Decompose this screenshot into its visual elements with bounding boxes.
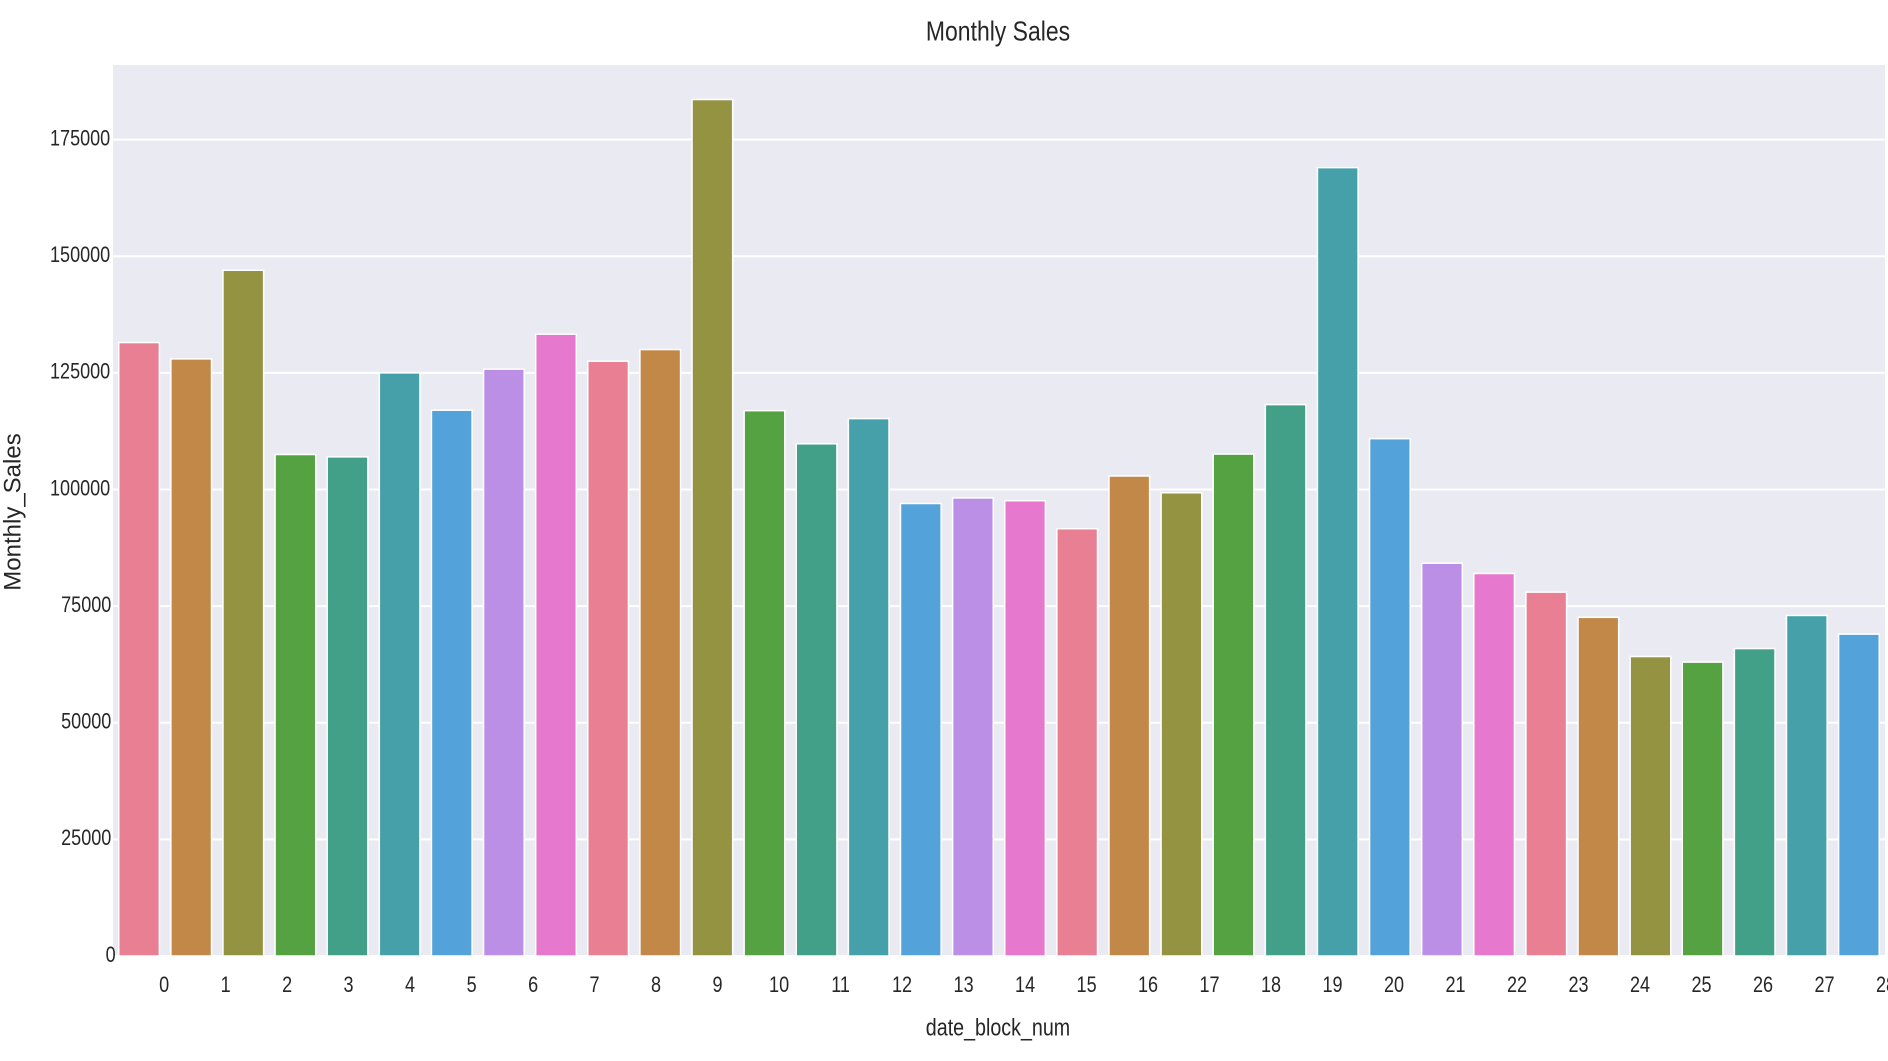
x-tick-label: 7 bbox=[590, 973, 600, 997]
bar-13 bbox=[795, 443, 838, 957]
y-tick-label: 125000 bbox=[50, 360, 110, 384]
x-tick-label: 15 bbox=[1077, 973, 1097, 997]
y-tick-label: 150000 bbox=[50, 243, 110, 267]
bar-32 bbox=[1785, 614, 1828, 957]
bar-0 bbox=[117, 341, 161, 957]
bar-10 bbox=[639, 348, 682, 957]
y-tick-labels: 0 25000 50000 75000 100000 125000 150000 175000 bbox=[50, 127, 116, 967]
x-tick-label: 23 bbox=[1569, 973, 1589, 997]
bar-18 bbox=[1056, 527, 1099, 957]
bar-33 bbox=[1837, 633, 1881, 957]
bar-30 bbox=[1681, 661, 1724, 957]
bar-7 bbox=[482, 368, 525, 957]
bar-9 bbox=[587, 360, 630, 957]
y-tick-label: 0 bbox=[106, 943, 116, 967]
y-tick-label: 50000 bbox=[61, 710, 111, 734]
bar-4 bbox=[326, 456, 369, 957]
bar-6 bbox=[430, 409, 473, 957]
x-tick-label: 17 bbox=[1200, 973, 1220, 997]
bar-23 bbox=[1316, 166, 1359, 957]
x-tick-label: 11 bbox=[831, 973, 850, 997]
chart-title: Monthly Sales bbox=[926, 16, 1070, 47]
x-tick-label: 27 bbox=[1815, 973, 1835, 997]
bar-16 bbox=[951, 497, 995, 957]
bar-31 bbox=[1733, 647, 1776, 957]
bar-28 bbox=[1577, 616, 1620, 957]
x-tick-label: 20 bbox=[1384, 973, 1404, 997]
x-tick-label: 10 bbox=[769, 973, 789, 997]
bar-8 bbox=[534, 333, 578, 957]
bar-1 bbox=[170, 358, 213, 957]
y-tick-label: 100000 bbox=[50, 477, 110, 501]
bar-17 bbox=[1003, 499, 1047, 957]
bar-2 bbox=[222, 269, 265, 957]
bar-12 bbox=[743, 409, 786, 957]
bar-25 bbox=[1420, 562, 1464, 957]
x-tick-label: 12 bbox=[892, 973, 912, 997]
x-tick-label: 1 bbox=[221, 973, 231, 997]
x-tick-label: 26 bbox=[1753, 973, 1773, 997]
bar-14 bbox=[847, 417, 890, 957]
x-tick-label: 13 bbox=[954, 973, 974, 997]
y-tick-label: 25000 bbox=[61, 827, 111, 851]
x-tick-label: 8 bbox=[651, 973, 661, 997]
x-tick-labels: 0 1 2 3 4 5 6 7 8 9 10 11 12 13 14 15 16 17 18 19 20 21 22 23 24… bbox=[159, 973, 1888, 997]
bar-5 bbox=[378, 372, 421, 957]
bar-22 bbox=[1264, 403, 1307, 957]
x-tick-label: 0 bbox=[159, 973, 169, 997]
bar-26 bbox=[1473, 572, 1516, 957]
x-tick-label: 5 bbox=[467, 973, 477, 997]
y-tick-label: 75000 bbox=[61, 593, 111, 617]
bar-29 bbox=[1629, 655, 1672, 957]
x-tick-label: 2 bbox=[282, 973, 292, 997]
x-axis-label: date_block_num bbox=[926, 1013, 1070, 1040]
bar-24 bbox=[1368, 437, 1411, 957]
bar-3 bbox=[274, 453, 317, 957]
x-tick-label: 25 bbox=[1692, 973, 1712, 997]
x-tick-label: 19 bbox=[1323, 973, 1343, 997]
x-tick-label: 3 bbox=[344, 973, 354, 997]
x-tick-label: 18 bbox=[1261, 973, 1281, 997]
bar-15 bbox=[899, 502, 942, 957]
bars bbox=[117, 98, 1881, 957]
x-tick-label: 22 bbox=[1507, 973, 1527, 997]
x-tick-label: 28 bbox=[1876, 973, 1888, 997]
x-tick-label: 21 bbox=[1446, 973, 1466, 997]
x-tick-label: 14 bbox=[1015, 973, 1035, 997]
x-tick-label: 9 bbox=[713, 973, 723, 997]
y-tick-label: 175000 bbox=[50, 127, 110, 151]
x-tick-label: 4 bbox=[405, 973, 415, 997]
bar-11 bbox=[691, 98, 734, 957]
bar-27 bbox=[1525, 591, 1568, 957]
y-axis-label: Monthly_Sales bbox=[0, 433, 26, 590]
x-tick-label: 24 bbox=[1630, 973, 1650, 997]
bar-20 bbox=[1160, 492, 1203, 957]
bar-21 bbox=[1212, 453, 1255, 957]
bar-19 bbox=[1108, 475, 1151, 957]
x-tick-label: 6 bbox=[528, 973, 538, 997]
x-tick-label: 16 bbox=[1138, 973, 1158, 997]
